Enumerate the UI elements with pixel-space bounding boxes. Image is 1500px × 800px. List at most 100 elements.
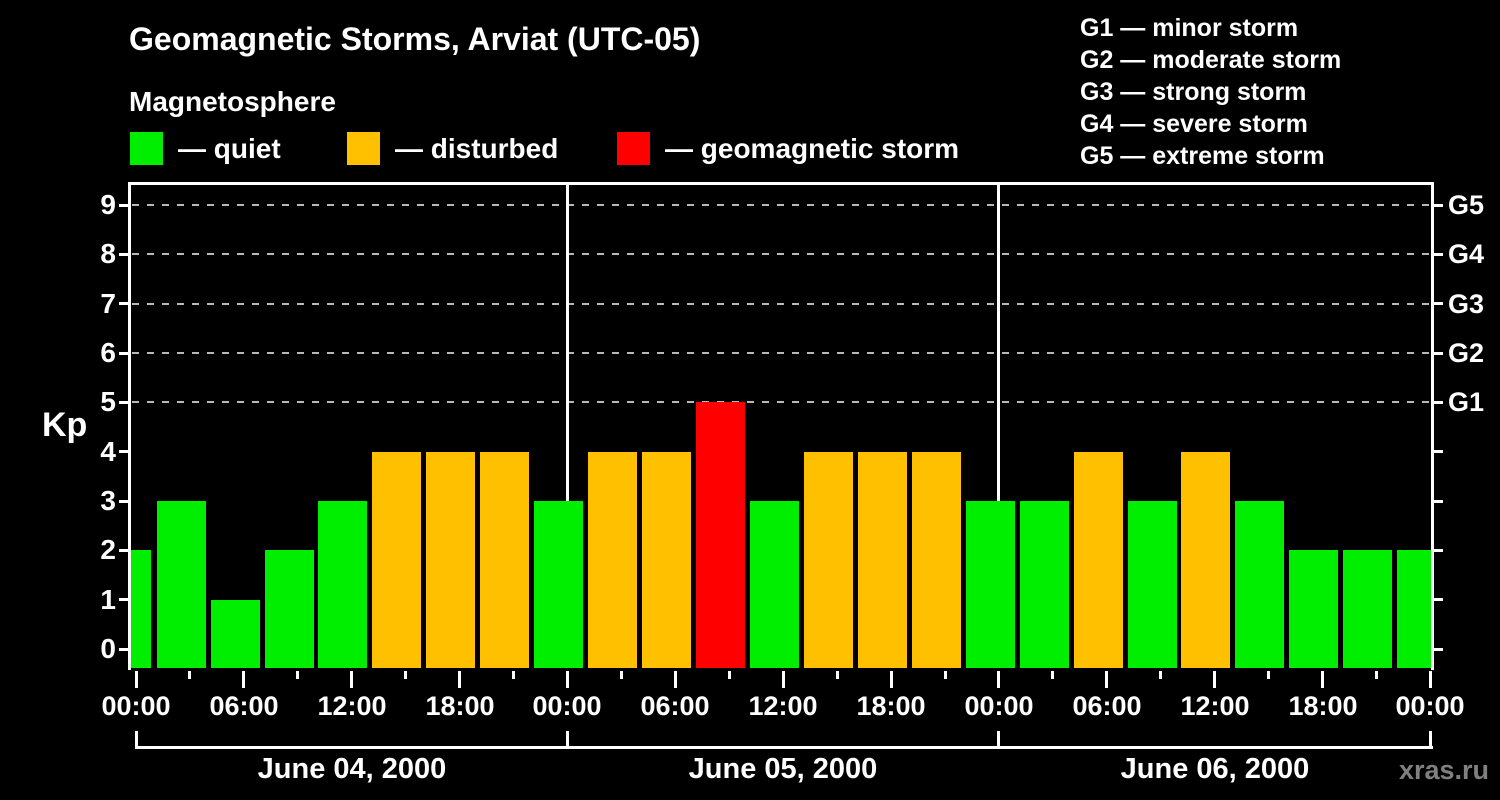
legend-item-quiet: — quiet <box>130 132 281 165</box>
y-axis-tick-right-9 <box>1434 204 1443 207</box>
g-legend-line-1: G1 — minor storm <box>1080 14 1299 42</box>
kp-bar <box>750 501 799 668</box>
kp-bar <box>1020 501 1069 668</box>
gridline-kp9 <box>132 204 1430 206</box>
time-label: 18:00 <box>425 691 495 721</box>
x-axis-major-tick <box>350 671 353 688</box>
time-label: 12:00 <box>748 691 818 721</box>
kp-bar <box>1343 550 1392 668</box>
legend-label-quiet: — quiet <box>178 132 281 164</box>
x-axis-minor-tick <box>1159 671 1162 679</box>
x-axis-major-tick <box>566 671 569 688</box>
kp-bar <box>131 550 151 668</box>
x-axis-minor-tick <box>620 671 623 679</box>
y-axis-label-2: 2 <box>100 534 116 565</box>
gridline-kp7 <box>132 303 1430 305</box>
x-axis-major-tick <box>458 671 461 688</box>
y-axis-tick-left-1 <box>119 598 128 601</box>
legend-item-storm: — geomagnetic storm <box>617 132 959 165</box>
kp-bar <box>372 452 421 668</box>
day-bracket-tick-2 <box>997 731 1000 749</box>
chart-title: Geomagnetic Storms, Arviat (UTC-05) <box>129 21 701 57</box>
kp-bar <box>966 501 1015 668</box>
kp-bar <box>318 501 367 668</box>
x-axis-minor-tick <box>512 671 515 679</box>
kp-bar <box>265 550 314 668</box>
y-axis-tick-right-3 <box>1434 500 1443 503</box>
y-axis-label-0: 0 <box>100 633 116 664</box>
day-bracket-tick-1 <box>566 731 569 749</box>
y-axis-label-8: 8 <box>100 238 116 269</box>
kp-bar <box>211 600 260 668</box>
y-axis-tick-left-5 <box>119 401 128 404</box>
g-scale-label-g4: G4 <box>1448 239 1485 269</box>
x-axis-minor-tick <box>944 671 947 679</box>
time-label: 00:00 <box>101 691 171 721</box>
g-scale-label-g1: G1 <box>1448 387 1485 417</box>
time-label: 06:00 <box>1072 691 1142 721</box>
day-separator-line-2 <box>997 185 1000 668</box>
y-axis-tick-right-1 <box>1434 598 1443 601</box>
y-axis-tick-left-0 <box>119 648 128 651</box>
legend-label-disturbed: — disturbed <box>395 132 559 164</box>
x-axis-minor-tick <box>836 671 839 679</box>
kp-bar <box>1181 452 1230 668</box>
day-label: June 05, 2000 <box>688 753 878 785</box>
x-axis-major-tick <box>1321 671 1324 688</box>
x-axis-major-tick <box>1213 671 1216 688</box>
y-axis-label-9: 9 <box>100 189 116 220</box>
y-axis-label-3: 3 <box>100 485 116 516</box>
time-label: 18:00 <box>856 691 926 721</box>
y-axis-tick-left-9 <box>119 204 128 207</box>
day-separator-line-1 <box>566 185 569 668</box>
y-axis-label-7: 7 <box>100 288 116 319</box>
time-label: 06:00 <box>640 691 710 721</box>
day-bracket-tick-3 <box>1429 731 1432 749</box>
y-axis-tick-left-4 <box>119 450 128 453</box>
time-label: 18:00 <box>1288 691 1358 721</box>
chart-subtitle: Magnetosphere <box>129 86 336 117</box>
y-axis-label-5: 5 <box>100 386 116 417</box>
y-axis-title: Kp <box>42 406 88 444</box>
time-label: 12:00 <box>1180 691 1250 721</box>
kp-bar <box>1289 550 1338 668</box>
legend-swatch-disturbed <box>347 132 380 165</box>
g-legend-line-2: G2 — moderate storm <box>1080 46 1342 74</box>
x-axis-major-tick <box>135 671 138 688</box>
kp-bar <box>642 452 691 668</box>
y-axis-tick-right-6 <box>1434 352 1443 355</box>
x-axis-major-tick <box>782 671 785 688</box>
x-axis-major-tick <box>242 671 245 688</box>
g-legend-line-4: G4 — severe storm <box>1080 110 1308 138</box>
x-axis-minor-tick <box>1051 671 1054 679</box>
legend-item-disturbed: — disturbed <box>347 132 558 165</box>
y-axis-tick-right-0 <box>1434 648 1443 651</box>
y-axis-label-1: 1 <box>100 584 116 615</box>
plot-top-border <box>128 182 1434 185</box>
day-bracket-tick-0 <box>135 731 138 749</box>
x-axis-minor-tick <box>296 671 299 679</box>
time-label: 12:00 <box>317 691 387 721</box>
y-axis-tick-right-8 <box>1434 253 1443 256</box>
x-axis-major-tick <box>674 671 677 688</box>
y-axis-tick-right-2 <box>1434 549 1443 552</box>
gridline-kp8 <box>132 253 1430 255</box>
time-label: 06:00 <box>209 691 279 721</box>
x-axis-minor-tick <box>404 671 407 679</box>
x-axis-major-tick <box>890 671 893 688</box>
g-scale-label-g2: G2 <box>1448 338 1485 368</box>
kp-bar <box>1074 452 1123 668</box>
kp-bar <box>1235 501 1284 668</box>
watermark: xras.ru <box>1398 755 1489 785</box>
kp-bar <box>534 501 583 668</box>
kp-bar <box>426 452 475 668</box>
kp-bar <box>858 452 907 668</box>
x-axis-minor-tick <box>728 671 731 679</box>
day-label: June 04, 2000 <box>257 753 447 785</box>
y-axis-label-4: 4 <box>100 436 116 467</box>
g-legend-line-5: G5 — extreme storm <box>1080 142 1325 170</box>
kp-bar <box>696 402 745 668</box>
kp-bar <box>588 452 637 668</box>
x-axis-major-tick <box>1429 671 1432 688</box>
